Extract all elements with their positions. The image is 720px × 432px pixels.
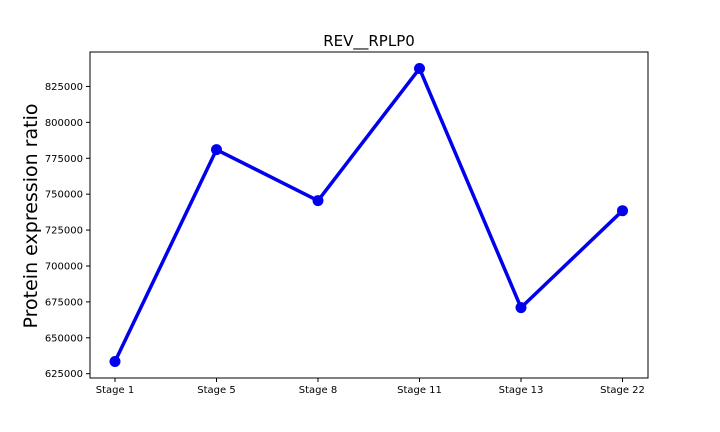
x-tick-label: Stage 5 [197, 385, 235, 396]
y-tick-label: 750000 [45, 190, 83, 201]
x-tick-label: Stage 13 [499, 385, 544, 396]
data-point [515, 302, 527, 314]
data-point [211, 144, 222, 156]
y-tick-label: 725000 [45, 226, 83, 237]
data-point [109, 355, 121, 367]
x-tick-label: Stage 8 [299, 385, 337, 396]
y-axis-label: Protein expression ratio [20, 104, 42, 329]
y-tick-label: 775000 [45, 154, 83, 165]
series-layer [109, 63, 628, 367]
y-tick-label: 625000 [45, 369, 83, 380]
plot-frame [89, 51, 649, 379]
y-tick-label: 650000 [45, 333, 83, 344]
axes: 625000 650000 675000 700000 725000 750000 7750… [45, 82, 645, 396]
series-line [113, 66, 625, 364]
y-tick-label: 675000 [45, 297, 83, 308]
y-tick-label: 825000 [45, 82, 83, 93]
x-tick-label: Stage 11 [397, 385, 442, 396]
y-tick-label: 700000 [45, 261, 83, 272]
data-point [414, 63, 425, 75]
x-tick-label: Stage 1 [96, 385, 134, 396]
data-point [617, 205, 628, 217]
x-tick-label: Stage 22 [600, 385, 645, 396]
y-tick-label: 800000 [45, 118, 83, 129]
chart-title: REV__RPLP0 [323, 32, 415, 51]
data-point [312, 195, 324, 207]
